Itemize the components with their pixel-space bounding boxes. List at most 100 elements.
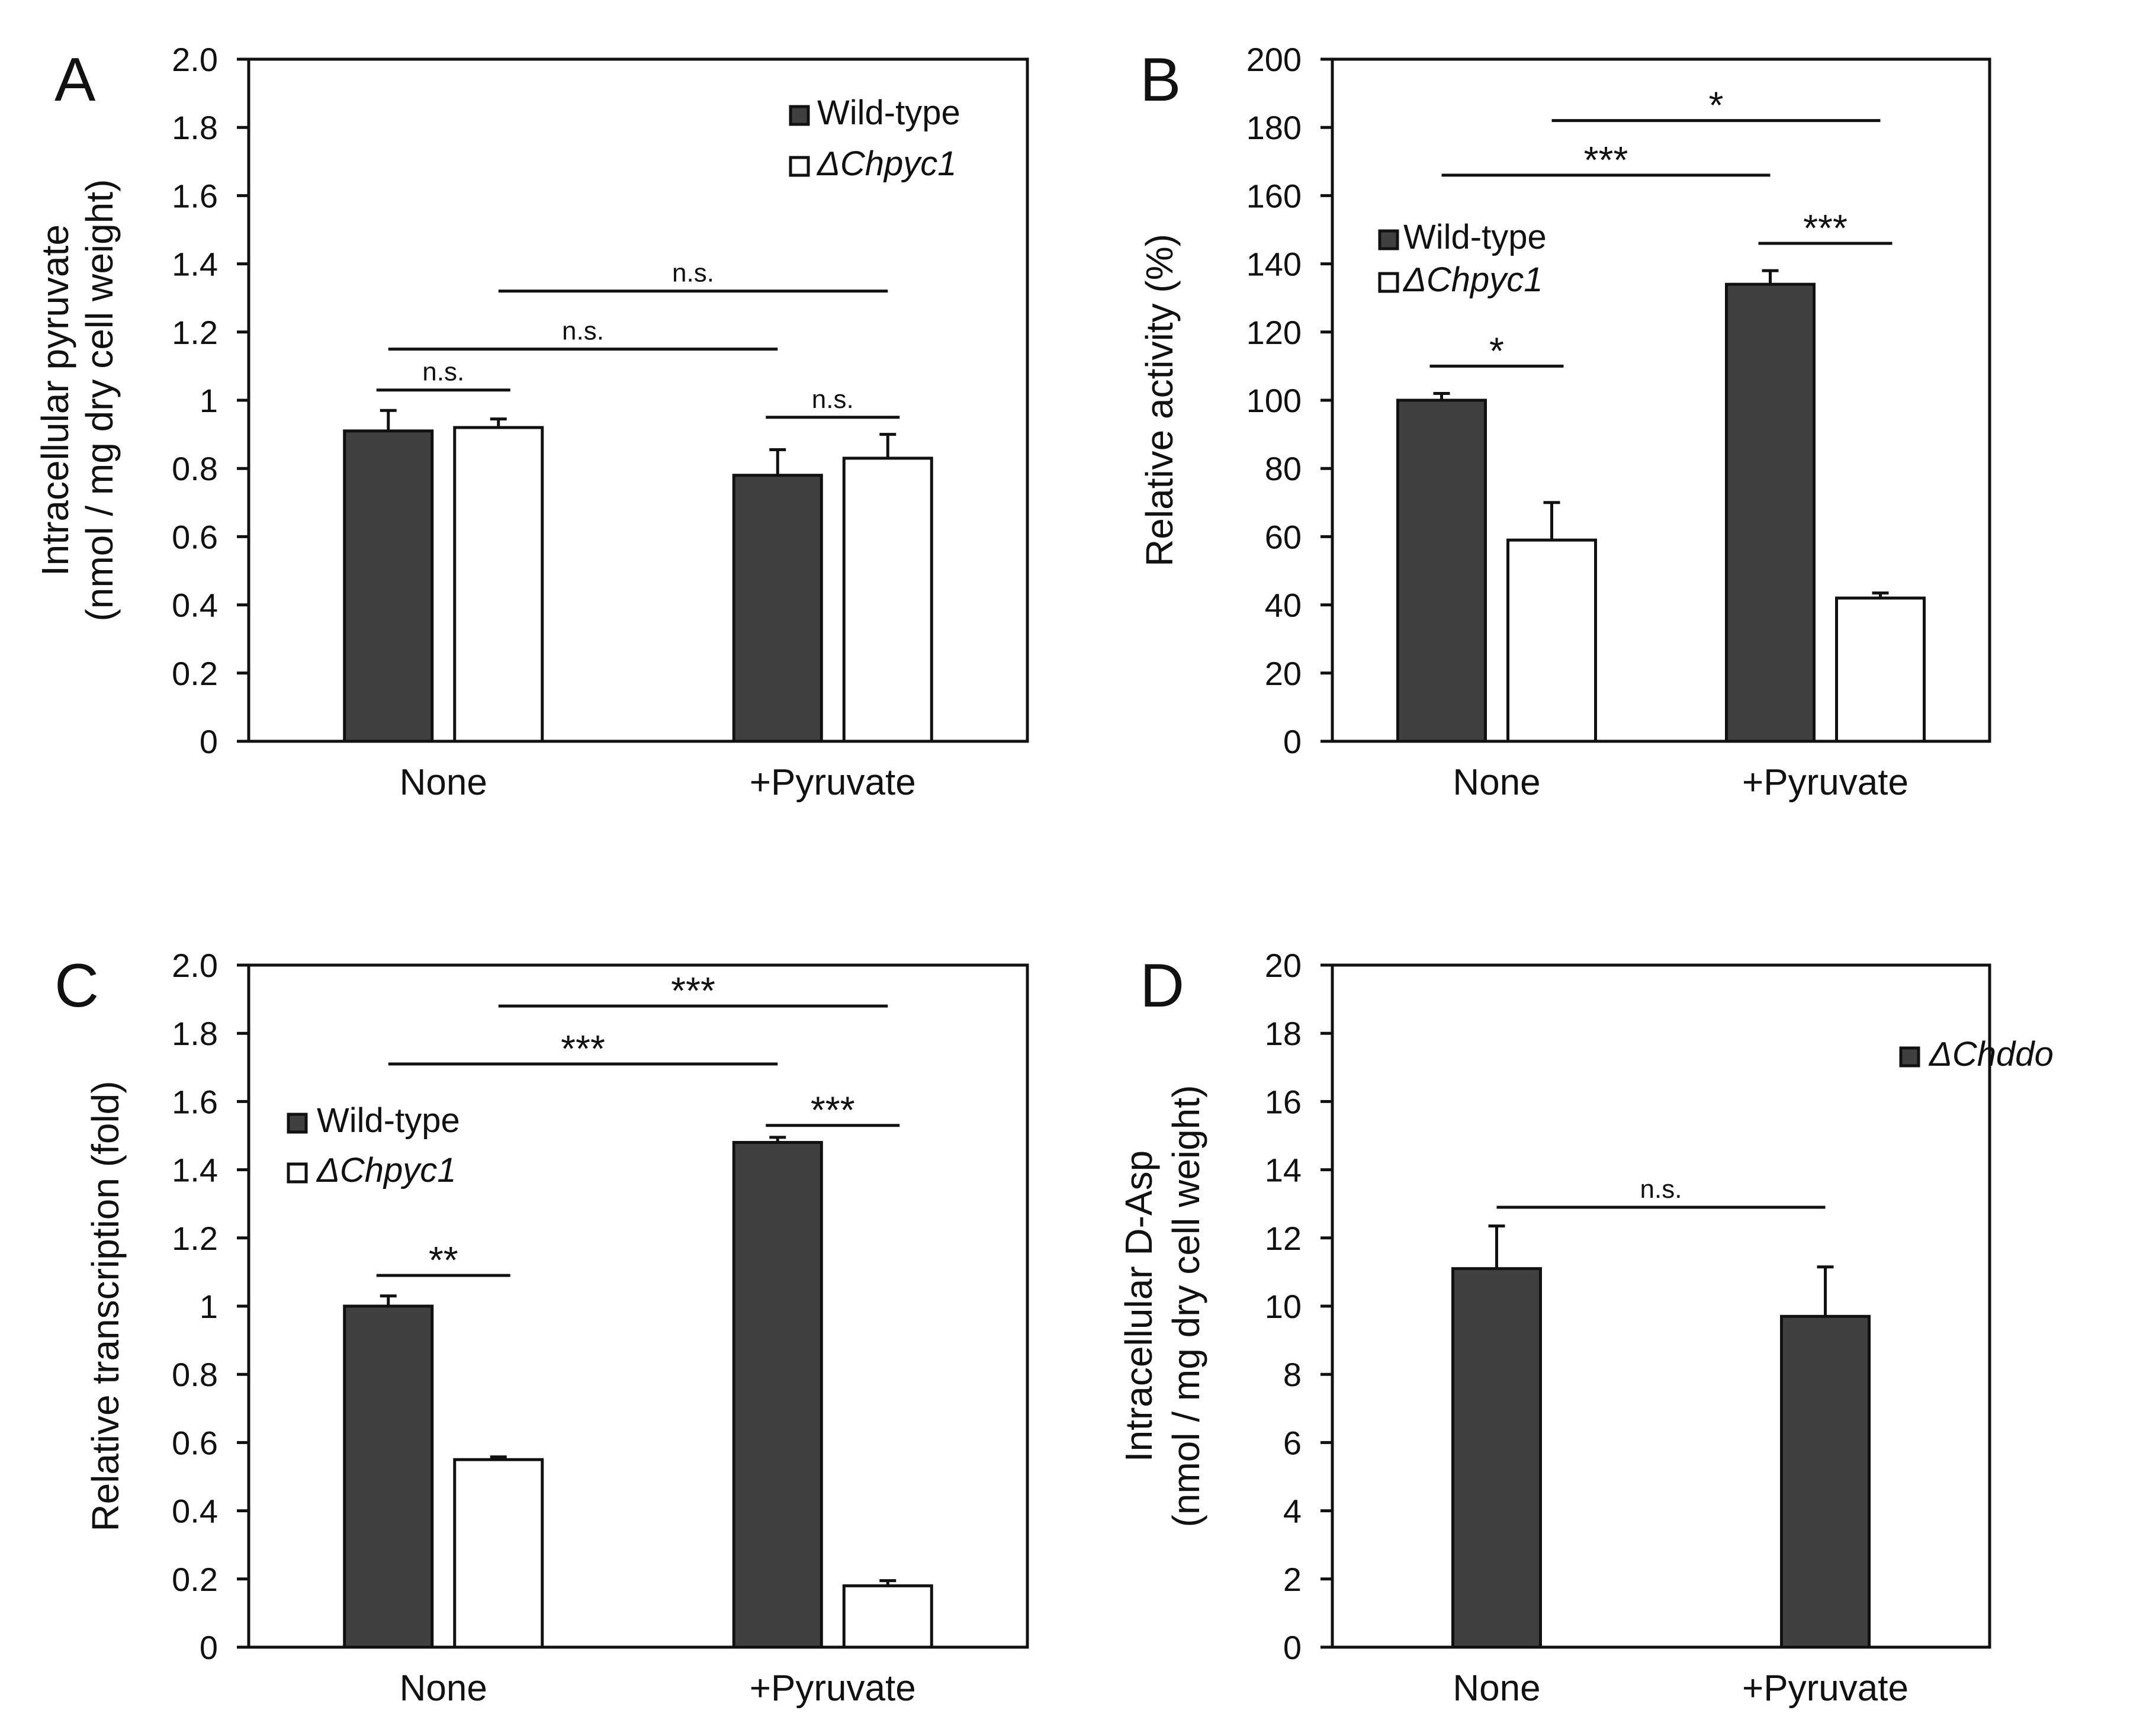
bar [1396,398,1487,743]
legend-swatch [1899,1046,1920,1068]
bar [1835,596,1926,743]
y-tick-label: 20 [1265,947,1302,984]
y-tick-label: 0 [1283,1629,1302,1666]
y-tick-label: 0.2 [172,655,218,692]
bar [1725,282,1816,743]
significance-label: *** [1803,207,1848,249]
bar [1506,538,1597,743]
significance-label: *** [811,1089,855,1131]
x-tick-label: None [400,1668,487,1709]
plot-frame [1331,963,1991,1649]
y-tick-label: 160 [1246,177,1302,214]
y-tick-label: 1.8 [172,1015,218,1052]
bar [1780,1314,1871,1649]
y-tick-label: 1.4 [172,246,218,283]
y-tick-label: 200 [1246,41,1302,78]
significance-label: n.s. [422,358,464,387]
x-tick-label: +Pyruvate [1742,762,1909,803]
y-tick-label: 1 [200,1288,218,1325]
legend-swatch [789,105,810,126]
x-tick-label: +Pyruvate [750,762,916,803]
y-tick-label: 0 [1283,723,1302,760]
chart-panel-a: A Intracellular pyruvate (nmol / mg dry ce… [34,41,1029,803]
legend-swatch [1378,229,1399,250]
y-tick-label: 1.6 [172,1083,218,1120]
panel-label: A [54,46,96,114]
y-tick-label: 60 [1265,518,1302,555]
legend-entry: ΔChpyc1 [1402,261,1543,299]
y-tick-label: 1 [200,382,218,419]
y-axis-label: Relative transcription (fold) [84,1081,127,1531]
y-tick-label: 0 [200,1629,218,1666]
y-tick-label: 100 [1246,382,1302,419]
chart-panel-c: C Relative transcription (fold) 0 0.2 0.4 0.6… [54,947,1029,1709]
y-axis-label: (nmol / mg dry cell weight) [78,179,121,622]
legend-swatch [287,1113,308,1134]
legend-entry: Wild-type [1403,218,1547,256]
bar [732,474,823,743]
significance-label: n.s. [562,317,604,346]
significance-label: * [1489,329,1504,372]
x-tick-label: +Pyruvate [1742,1668,1909,1709]
plot-frame [247,963,1029,1649]
y-tick-label: 0.8 [172,1356,218,1393]
y-tick-label: 4 [1283,1493,1302,1530]
significance-label: n.s. [1640,1175,1682,1204]
bar [453,1458,544,1649]
y-tick-label: 1.4 [172,1152,218,1189]
x-tick-label: None [400,762,487,803]
bar [343,1304,434,1649]
legend-entry: ΔChddo [1928,1035,2054,1073]
chart-panel-b: B Relative activity (%) 0 20 40 60 80 100 120 140… [1138,41,1991,803]
y-tick-label: 2.0 [172,41,218,78]
y-tick-label: 20 [1265,655,1302,692]
panel-label: D [1140,951,1184,1020]
y-axis-label: Relative activity (%) [1138,234,1181,567]
y-tick-label: 140 [1246,246,1302,283]
y-tick-label: 0.4 [172,1493,218,1530]
legend-swatch [789,156,810,177]
y-tick-label: 10 [1265,1288,1302,1325]
y-tick-label: 0 [200,723,218,760]
y-tick-label: 12 [1265,1220,1302,1257]
x-tick-label: None [1453,1668,1540,1709]
y-tick-label: 40 [1265,587,1302,624]
legend-swatch [287,1162,308,1184]
x-tick-label: +Pyruvate [750,1668,916,1709]
y-tick-label: 180 [1246,109,1302,146]
bar [343,429,434,743]
bar [842,1584,933,1649]
y-axis-label: Intracellular pyruvate [34,224,76,576]
panel-label: C [54,951,99,1020]
y-tick-label: 0.8 [172,450,218,487]
bar [453,426,544,743]
significance-label: n.s. [672,259,714,288]
bar [732,1141,823,1649]
significance-label: *** [561,1027,605,1070]
y-tick-label: 2 [1283,1561,1302,1598]
chart-panel-d: D Intracellular D-Asp (nmol / mg dry cell … [1117,947,2054,1709]
legend-entry: Wild-type [317,1101,460,1140]
y-tick-label: 16 [1265,1083,1302,1120]
y-tick-label: 2.0 [172,947,218,984]
legend-swatch [1378,272,1399,293]
significance-label: *** [671,969,715,1012]
y-axis-label: (nmol / mg dry cell weight) [1165,1085,1207,1528]
plot-frame [1331,57,1991,743]
y-tick-label: 14 [1265,1152,1302,1189]
panel-label: B [1140,46,1181,114]
legend-entry: Wild-type [817,94,960,132]
x-tick-label: None [1453,762,1540,803]
significance-label: * [1709,84,1724,127]
y-tick-label: 0.6 [172,518,218,555]
y-tick-label: 80 [1265,450,1302,487]
bar [1451,1267,1542,1649]
y-tick-label: 0.6 [172,1424,218,1461]
y-tick-label: 1.6 [172,177,218,214]
y-tick-label: 120 [1246,314,1302,351]
y-tick-label: 1.8 [172,109,218,146]
plot-frame [247,57,1029,743]
y-tick-label: 18 [1265,1015,1302,1052]
significance-label: ** [429,1239,458,1281]
